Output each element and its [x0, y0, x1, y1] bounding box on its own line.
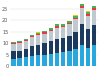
Bar — [86, 12, 90, 14]
Bar — [80, 45, 84, 66]
Bar — [36, 33, 41, 34]
Bar — [24, 39, 28, 40]
Bar — [48, 30, 53, 31]
Bar — [48, 54, 53, 66]
Bar — [11, 59, 16, 66]
Bar — [73, 32, 78, 49]
Bar — [30, 56, 34, 66]
Bar — [73, 16, 78, 18]
Bar — [42, 55, 47, 66]
Bar — [92, 6, 96, 8]
Bar — [11, 43, 16, 44]
Bar — [30, 35, 34, 36]
Bar — [55, 24, 59, 26]
Bar — [86, 48, 90, 66]
Bar — [48, 28, 53, 30]
Bar — [67, 21, 72, 23]
Bar — [55, 53, 59, 66]
Bar — [30, 37, 34, 46]
Bar — [55, 26, 59, 28]
Bar — [92, 10, 96, 25]
Bar — [80, 9, 84, 24]
Bar — [18, 41, 22, 42]
Bar — [36, 45, 41, 55]
Bar — [73, 49, 78, 66]
Bar — [24, 41, 28, 49]
Bar — [30, 46, 34, 56]
Bar — [55, 28, 59, 39]
Bar — [42, 34, 47, 43]
Bar — [18, 43, 22, 51]
Bar — [11, 44, 16, 51]
Bar — [92, 45, 96, 66]
Bar — [18, 58, 22, 66]
Bar — [67, 23, 72, 24]
Bar — [61, 24, 65, 26]
Bar — [67, 51, 72, 66]
Bar — [67, 36, 72, 51]
Bar — [36, 34, 41, 35]
Bar — [36, 32, 41, 33]
Bar — [61, 38, 65, 52]
Bar — [86, 14, 90, 16]
Bar — [73, 15, 78, 16]
Bar — [18, 51, 22, 58]
Bar — [80, 6, 84, 9]
Bar — [67, 24, 72, 36]
Bar — [42, 43, 47, 55]
Bar — [92, 25, 96, 45]
Bar — [80, 24, 84, 45]
Bar — [11, 42, 16, 43]
Bar — [48, 31, 53, 41]
Bar — [36, 35, 41, 45]
Bar — [48, 41, 53, 54]
Bar — [86, 16, 90, 29]
Bar — [55, 39, 59, 53]
Bar — [42, 31, 47, 32]
Bar — [42, 32, 47, 34]
Bar — [11, 51, 16, 59]
Bar — [86, 11, 90, 12]
Bar — [36, 55, 41, 66]
Bar — [61, 27, 65, 38]
Bar — [30, 36, 34, 37]
Bar — [86, 29, 90, 48]
Bar — [24, 57, 28, 66]
Bar — [18, 42, 22, 43]
Bar — [73, 18, 78, 19]
Bar — [80, 4, 84, 6]
Bar — [73, 19, 78, 32]
Bar — [61, 52, 65, 66]
Bar — [61, 26, 65, 27]
Bar — [24, 49, 28, 57]
Bar — [24, 40, 28, 41]
Bar — [92, 8, 96, 10]
